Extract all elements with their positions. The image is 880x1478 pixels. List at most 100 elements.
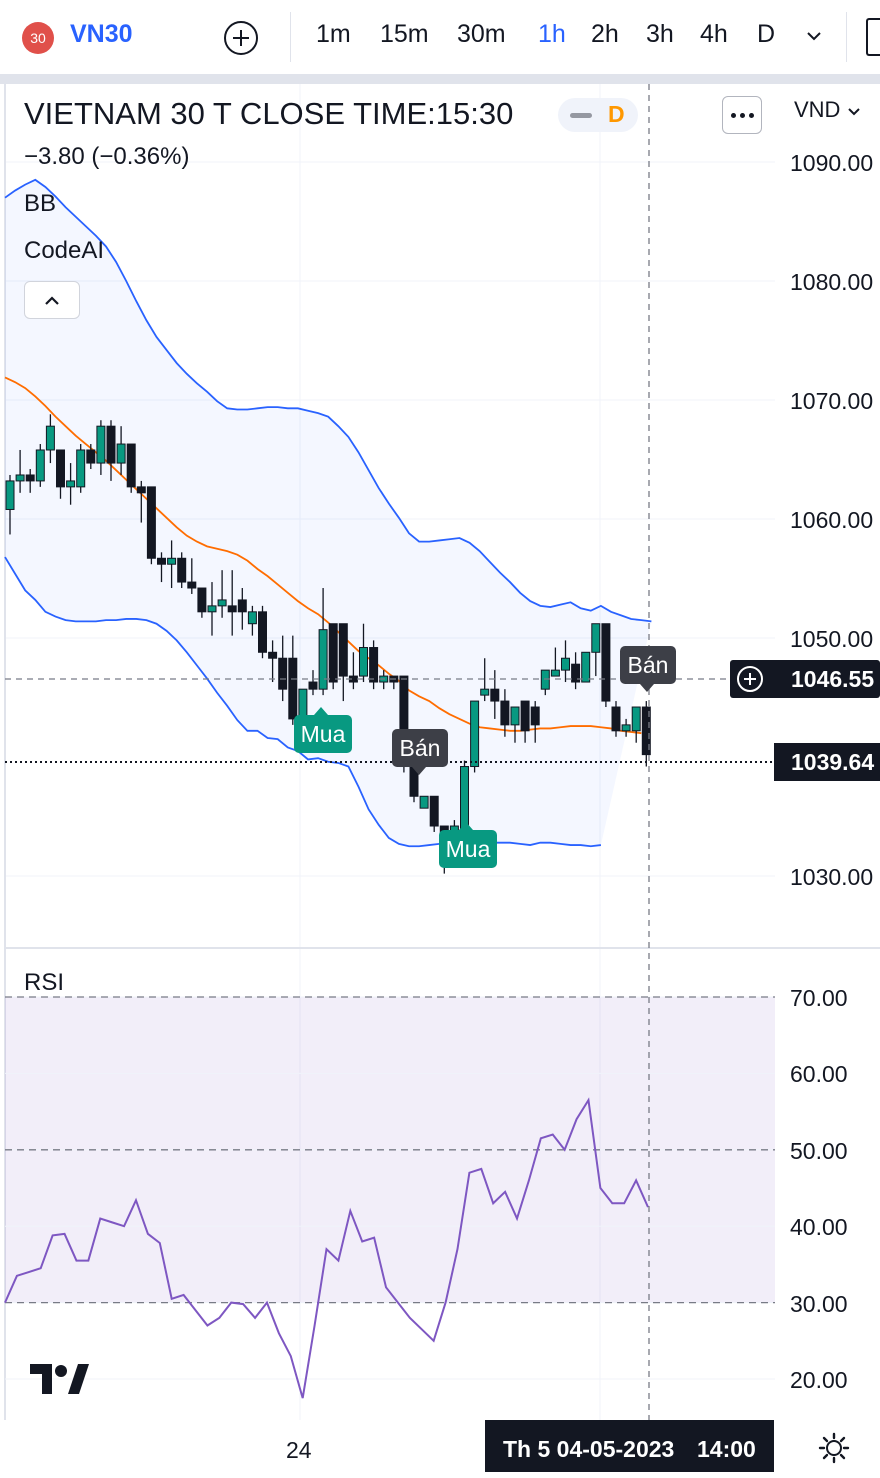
rsi-line — [4, 1097, 649, 1399]
candle-down — [197, 587, 207, 613]
dot-icon — [731, 113, 736, 118]
rsi-axis-label: 40.00 — [790, 1214, 848, 1240]
candle-down — [86, 449, 96, 464]
candle-up — [96, 425, 106, 464]
time-axis-label: 24 — [286, 1437, 312, 1463]
candle-up — [247, 611, 257, 625]
candle-down — [136, 486, 146, 494]
candle-down — [227, 605, 237, 613]
candle-up — [561, 657, 570, 671]
candle-up — [550, 669, 560, 677]
timeframe-1m[interactable]: 1m — [316, 20, 351, 48]
indicator-codeai[interactable]: CodeAI — [24, 237, 105, 264]
bb-upper-line — [4, 178, 652, 623]
chart-canvas[interactable] — [0, 84, 880, 1472]
top-toolbar: 30 VN30 1m 15m 30m 1h 2h 3h 4h D — [0, 0, 880, 76]
rsi-axis-label: 60.00 — [790, 1061, 848, 1087]
dot-icon — [740, 113, 745, 118]
candle-up — [631, 706, 641, 732]
chart-title[interactable]: VIETNAM 30 T CLOSE TIME:15:30 — [24, 96, 514, 131]
candle-down — [25, 474, 35, 482]
indicator-bb[interactable]: BB — [24, 190, 57, 217]
candle-up — [510, 706, 520, 726]
candle-down — [641, 706, 651, 756]
tradingview-logo[interactable] — [28, 1362, 90, 1396]
candle-up — [318, 629, 328, 690]
candle-up — [480, 688, 490, 696]
crosshair-time: 14:00 — [697, 1436, 756, 1462]
candle-down — [157, 557, 166, 565]
candle-up — [419, 795, 429, 809]
signal-arrow-icon — [314, 707, 328, 715]
timeframe-3h[interactable]: 3h — [646, 20, 674, 48]
candle-down — [611, 706, 621, 732]
collapse-legend-button[interactable] — [24, 281, 80, 319]
candle-down — [56, 449, 65, 488]
rsi-axis-label: 70.00 — [790, 985, 848, 1011]
candle-up — [15, 474, 25, 482]
price-axis-label: 1090.00 — [790, 150, 874, 176]
timeframe-d[interactable]: D — [757, 20, 776, 48]
rsi-axis-label: 20.00 — [790, 1367, 848, 1393]
buy-signal-label[interactable]: Mua — [439, 830, 497, 868]
rsi-axis-label: 50.00 — [790, 1138, 848, 1164]
signal-arrow-icon — [640, 684, 654, 692]
candle-down — [146, 486, 156, 559]
add-alert-icon[interactable] — [734, 664, 766, 694]
candle-down — [268, 651, 278, 659]
sell-signal-label[interactable]: Bán — [392, 729, 448, 767]
timeframe-30m[interactable]: 30m — [457, 20, 506, 48]
candle-up — [591, 623, 601, 653]
gear-icon[interactable] — [818, 1432, 850, 1464]
crosshair-price-label: 1046.55 — [791, 666, 875, 692]
rsi-axis-label: 30.00 — [790, 1291, 848, 1317]
chevron-down-icon[interactable] — [800, 22, 828, 50]
toolbar-separator — [846, 12, 847, 62]
currency-selector[interactable]: VND — [794, 97, 861, 123]
candle-down — [328, 623, 338, 683]
price-axis-label: 1030.00 — [790, 864, 874, 890]
chevron-up-icon — [45, 296, 59, 305]
candle-down — [237, 599, 247, 613]
bb-fill — [5, 179, 652, 847]
candle-up — [581, 651, 591, 683]
dot-icon — [749, 113, 754, 118]
price-axis-label: 1070.00 — [790, 388, 874, 414]
chart-overlays — [5, 84, 774, 1420]
layout-button[interactable] — [866, 18, 880, 56]
sell-signal-label[interactable]: Bán — [620, 646, 676, 684]
timeframe-1h[interactable]: 1h — [538, 20, 566, 48]
signal-arrow-icon — [412, 767, 426, 775]
candle-up — [116, 443, 126, 464]
candle-up — [621, 724, 631, 732]
candle-up — [167, 557, 177, 565]
candle-down — [288, 657, 298, 720]
candle-up — [359, 647, 368, 677]
price-axis-label: 1060.00 — [790, 507, 874, 533]
candle-down — [490, 688, 500, 702]
candle-down — [520, 700, 530, 732]
symbol-logo-badge[interactable]: 30 — [22, 22, 54, 54]
timeframe-2h[interactable]: 2h — [591, 20, 619, 48]
candle-down — [429, 795, 439, 827]
price-change: −3.80 (−0.36%) — [24, 143, 190, 170]
candle-up — [207, 605, 217, 613]
toolbar-divider — [0, 74, 880, 84]
candle-down — [530, 706, 540, 726]
timeframe-15m[interactable]: 15m — [380, 20, 429, 48]
candle-down — [177, 557, 187, 583]
symbol-name[interactable]: VN30 — [70, 20, 133, 48]
candle-down — [258, 611, 267, 653]
buy-signal-label[interactable]: Mua — [294, 715, 352, 753]
add-symbol-icon[interactable] — [223, 20, 259, 56]
more-options-button[interactable] — [722, 96, 762, 134]
indicator-rsi[interactable]: RSI — [24, 969, 65, 996]
bb-lower-line — [4, 556, 602, 848]
candle-down — [338, 623, 348, 677]
timeframe-4h[interactable]: 4h — [700, 20, 728, 48]
signal-arrow-icon — [459, 822, 473, 830]
last-price-label: 1039.64 — [791, 749, 875, 775]
status-dash-icon — [570, 113, 592, 118]
price-axis-label: 1080.00 — [790, 269, 874, 295]
price-axis-label: 1050.00 — [790, 626, 874, 652]
